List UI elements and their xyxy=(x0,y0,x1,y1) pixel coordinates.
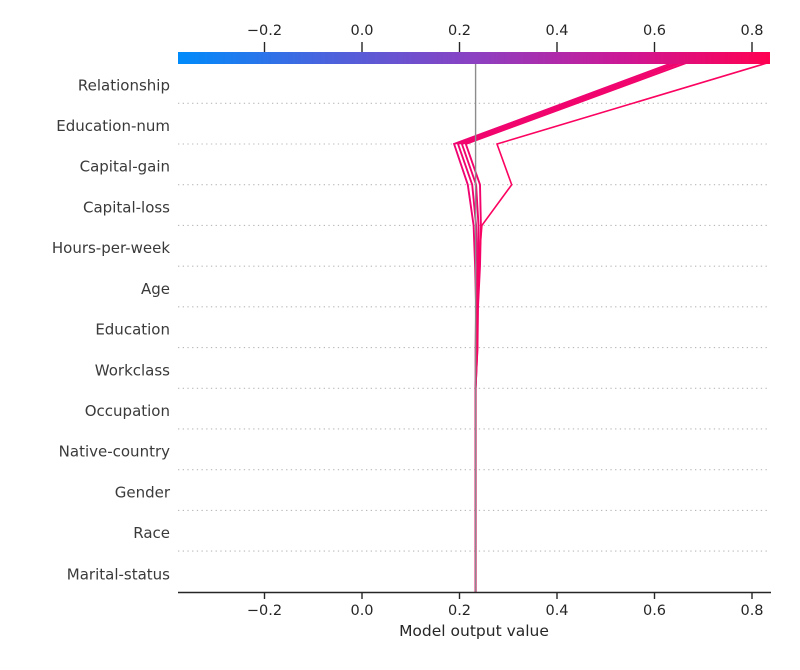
feature-label: Hours-per-week xyxy=(52,239,170,257)
decision-line xyxy=(456,62,678,593)
feature-label: Capital-gain xyxy=(80,158,170,176)
feature-gridlines xyxy=(178,102,770,552)
feature-label: Education xyxy=(95,321,170,339)
x-axis-label: Model output value xyxy=(399,622,549,640)
bottom-tick-label: 0.8 xyxy=(740,603,763,619)
top-tick-label: 0.8 xyxy=(740,23,763,39)
bottom-tick-label: 0.2 xyxy=(448,603,471,619)
top-tick-label: −0.2 xyxy=(247,23,282,39)
decision-line xyxy=(464,62,687,593)
top-axis-ticks: −0.2 0.0 0.2 0.4 0.6 0.8 xyxy=(247,23,764,52)
feature-label: Workclass xyxy=(95,361,170,379)
feature-label: Marital-status xyxy=(67,566,170,584)
feature-label: Occupation xyxy=(85,402,170,420)
top-tick-label: 0.2 xyxy=(448,23,471,39)
feature-label: Age xyxy=(141,280,170,298)
feature-label: Capital-loss xyxy=(83,198,170,216)
decision-line xyxy=(452,62,673,593)
feature-label: Race xyxy=(133,524,170,542)
top-tick-label: 0.4 xyxy=(545,23,568,39)
colorbar xyxy=(178,52,770,64)
decision-lines xyxy=(452,62,768,593)
bottom-axis-ticks: −0.2 0.0 0.2 0.4 0.6 0.8 xyxy=(247,592,764,619)
decision-line xyxy=(474,62,768,593)
bottom-tick-label: 0.6 xyxy=(643,603,666,619)
bottom-tick-label: 0.4 xyxy=(545,603,568,619)
top-tick-label: 0.0 xyxy=(350,23,373,39)
bottom-tick-label: 0.0 xyxy=(350,603,373,619)
feature-label: Relationship xyxy=(78,76,170,94)
bottom-tick-label: −0.2 xyxy=(247,603,282,619)
feature-labels: Relationship Education-num Capital-gain Cap… xyxy=(52,76,171,583)
top-tick-label: 0.6 xyxy=(643,23,666,39)
feature-label: Education-num xyxy=(56,117,170,135)
feature-label: Gender xyxy=(115,483,171,501)
decision-line xyxy=(460,62,682,593)
feature-label: Native-country xyxy=(59,443,170,461)
